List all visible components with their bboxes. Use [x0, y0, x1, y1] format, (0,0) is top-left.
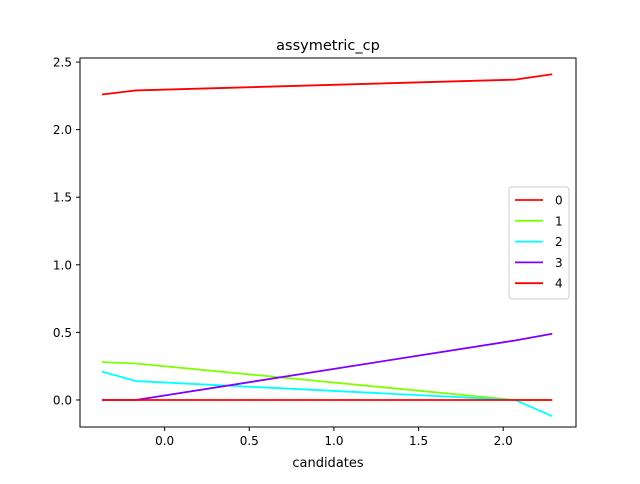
series-line-2 [101, 370, 553, 418]
y-tick-label: 2.5 [53, 56, 72, 70]
legend-label-0: 0 [555, 194, 563, 208]
x-tick-label: 0.0 [155, 434, 174, 448]
y-tick-label: 0.5 [53, 326, 72, 340]
x-tick-label: 0.5 [240, 434, 259, 448]
x-tick-label: 1.5 [409, 434, 428, 448]
y-tick-label: 2.0 [53, 123, 72, 137]
x-tick-label: 1.0 [324, 434, 343, 448]
legend-box [508, 186, 570, 300]
y-tick-label: 0.0 [53, 393, 72, 407]
chart-title: assymetric_cp [276, 38, 380, 54]
legend-label-2: 2 [555, 235, 563, 249]
legend: 0 1 2 3 4 [508, 186, 570, 300]
legend-label-1: 1 [555, 214, 563, 228]
series-line-0 [101, 73, 553, 96]
legend-label-3: 3 [555, 256, 563, 270]
y-tick-label: 1.5 [53, 191, 72, 205]
y-tick-label: 1.0 [53, 258, 72, 272]
y-axis: 0.0 0.5 1.0 1.5 2.0 2.5 [53, 56, 80, 407]
plot-area [101, 73, 553, 418]
x-axis: 0.0 0.5 1.0 1.5 2.0 [155, 427, 513, 448]
plot-frame [79, 57, 577, 428]
legend-label-4: 4 [555, 277, 563, 291]
x-tick-label: 2.0 [494, 434, 513, 448]
x-axis-label: candidates [292, 456, 364, 471]
